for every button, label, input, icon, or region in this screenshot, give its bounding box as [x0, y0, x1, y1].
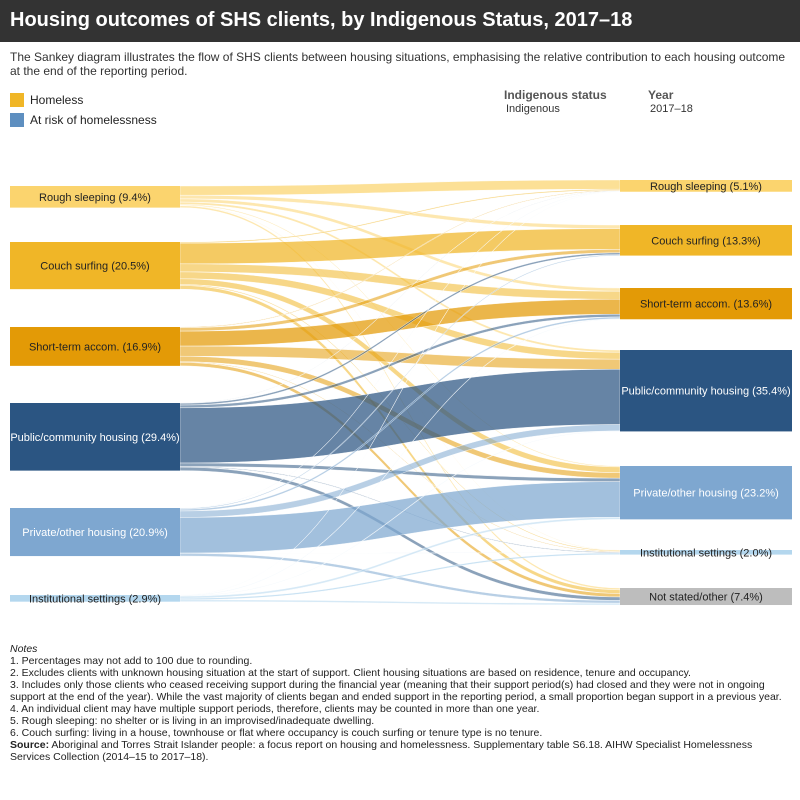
page-subtitle: The Sankey diagram illustrates the flow … — [10, 50, 786, 78]
title-bar: Housing outcomes of SHS clients, by Indi… — [0, 0, 800, 42]
legend-swatch-homeless — [10, 93, 24, 107]
legend-swatch-at-risk — [10, 113, 24, 127]
sankey-diagram: Rough sleeping (9.4%) Couch surfing (20.5… — [10, 179, 792, 606]
target-node-ns[interactable]: Not stated/other (7.4%) — [620, 588, 792, 606]
source-node-label: Rough sleeping (9.4%) — [39, 192, 151, 204]
target-node-po[interactable]: Private/other housing (23.2%) — [620, 466, 792, 520]
legend-label-at-risk: At risk of homelessness — [30, 113, 157, 127]
flow-pc-to-pc[interactable] — [179, 369, 621, 464]
source-node-pc[interactable]: Public/community housing (29.4%) — [10, 403, 180, 471]
source-node-rs[interactable]: Rough sleeping (9.4%) — [10, 186, 180, 208]
source-node-bar — [10, 186, 180, 208]
target-node-label: Short-term accom. (13.6%) — [640, 299, 772, 311]
note-item: 3. Includes only those clients who cease… — [10, 679, 782, 703]
target-node-bar — [620, 225, 792, 256]
source-node-cs[interactable]: Couch surfing (20.5%) — [10, 242, 180, 290]
source-node-label: Institutional settings (2.9%) — [29, 593, 161, 605]
source-node-label: Couch surfing (20.5%) — [40, 261, 149, 273]
target-node-bar — [620, 588, 792, 606]
indigenous-status-filter[interactable]: Indigenous status Indigenous — [504, 88, 607, 115]
note-item: 6. Couch surfing: living in a house, tow… — [10, 727, 543, 739]
page-title: Housing outcomes of SHS clients, by Indi… — [10, 9, 633, 31]
flow-rs-to-rs[interactable] — [179, 179, 621, 196]
source-node-bar — [10, 508, 180, 557]
source-label: Source: — [10, 739, 50, 751]
target-node-bar — [620, 466, 792, 520]
target-node-cs[interactable]: Couch surfing (13.3%) — [620, 225, 792, 256]
target-node-label: Couch surfing (13.3%) — [651, 235, 760, 247]
source-node-is[interactable]: Institutional settings (2.9%) — [10, 593, 180, 605]
source-note: Source: Aboriginal and Torres Strait Isl… — [10, 739, 792, 763]
source-node-label: Short-term accom. (16.9%) — [29, 341, 161, 353]
source-node-st[interactable]: Short-term accom. (16.9%) — [10, 327, 180, 366]
notes: Notes 1. Percentages may not add to 100 … — [10, 643, 792, 763]
target-node-pc[interactable]: Public/community housing (35.4%) — [620, 350, 792, 432]
legend-label-homeless: Homeless — [30, 93, 84, 107]
flow-is-to-ns[interactable] — [179, 599, 621, 606]
target-node-st[interactable]: Short-term accom. (13.6%) — [620, 288, 792, 320]
note-item: 5. Rough sleeping: no shelter or is livi… — [10, 715, 375, 727]
node-layer: Rough sleeping (9.4%) Couch surfing (20.5… — [10, 180, 792, 605]
target-node-is[interactable]: Institutional settings (2.0%) — [620, 547, 792, 559]
target-node-bar — [620, 350, 792, 432]
source-node-label: Private/other housing (20.9%) — [22, 527, 168, 539]
legend-item-homeless[interactable]: Homeless — [10, 90, 157, 110]
source-node-bar — [10, 242, 180, 290]
note-item: 2. Excludes clients with unknown housing… — [10, 667, 691, 679]
indigenous-status-label: Indigenous status — [504, 88, 607, 102]
source-node-bar — [10, 595, 180, 602]
source-node-label: Public/community housing (29.4%) — [10, 432, 179, 444]
source-node-bar — [10, 403, 180, 471]
source-text: Aboriginal and Torres Strait Islander pe… — [10, 739, 753, 763]
flow-rs-to-cs[interactable] — [179, 194, 621, 229]
note-item: 1. Percentages may not add to 100 due to… — [10, 655, 253, 667]
year-label: Year — [648, 88, 674, 102]
target-node-rs[interactable]: Rough sleeping (5.1%) — [620, 180, 792, 193]
legend-item-at-risk[interactable]: At risk of homelessness — [10, 110, 157, 130]
target-node-label: Private/other housing (23.2%) — [633, 488, 779, 500]
flow-is-to-pc[interactable] — [179, 430, 621, 597]
target-node-label: Rough sleeping (5.1%) — [650, 181, 762, 193]
target-node-label: Public/community housing (35.4%) — [621, 386, 790, 398]
flow-layer — [179, 179, 621, 606]
notes-heading: Notes — [10, 643, 38, 655]
target-node-label: Not stated/other (7.4%) — [649, 592, 763, 604]
year-value[interactable]: 2017–18 — [650, 103, 693, 115]
legend: Homeless At risk of homelessness — [10, 90, 157, 130]
flow-po-to-is[interactable] — [179, 552, 621, 554]
note-item: 4. An individual client may have multipl… — [10, 703, 540, 715]
source-node-bar — [10, 327, 180, 366]
target-node-label: Institutional settings (2.0%) — [640, 547, 772, 559]
source-node-po[interactable]: Private/other housing (20.9%) — [10, 508, 180, 557]
indigenous-status-value[interactable]: Indigenous — [506, 103, 560, 115]
year-filter[interactable]: Year 2017–18 — [648, 88, 693, 115]
flow-po-to-po[interactable] — [179, 481, 621, 554]
target-node-bar — [620, 288, 792, 320]
target-node-bar — [620, 550, 792, 555]
target-node-bar — [620, 180, 792, 192]
